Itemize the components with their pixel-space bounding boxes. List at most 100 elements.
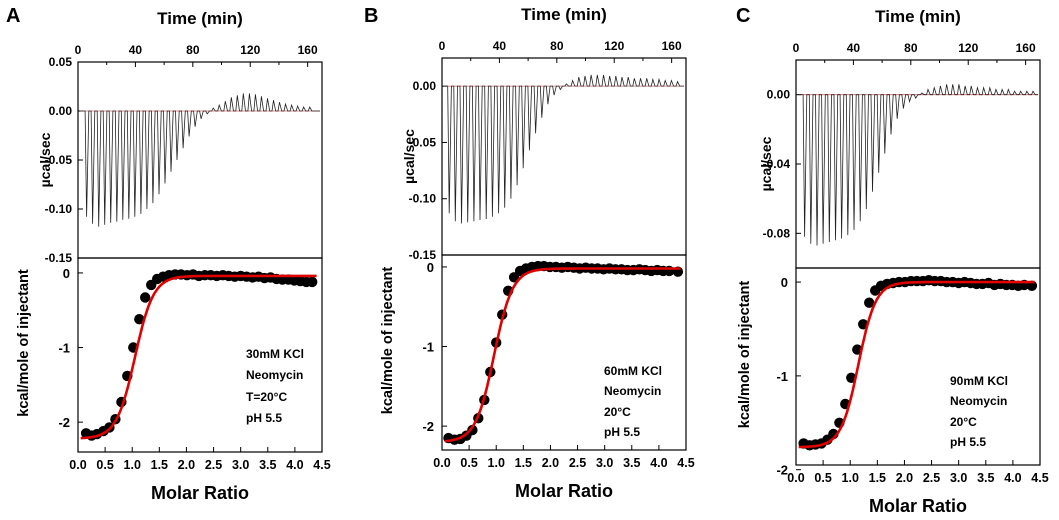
fit-curve (798, 280, 1035, 449)
molar-ratio-tick-label: 2.5 (205, 458, 222, 472)
molar-ratio-tick-label: 0.5 (96, 458, 113, 472)
heat-tick-label: -2 (776, 463, 788, 478)
time-tick-label: 120 (604, 39, 624, 53)
condition-annotation: T=20°C (246, 390, 287, 404)
bottom-plot-frame (795, 267, 1041, 466)
time-tick-label: 40 (129, 43, 143, 57)
time-tick-label: 120 (958, 41, 978, 55)
time-tick-label: 120 (240, 43, 260, 57)
molar-ratio-tick-label: 1.0 (488, 456, 505, 470)
power-tick-label: -0.15 (409, 248, 437, 262)
heat-tick-label: -1 (422, 340, 434, 355)
data-point (134, 314, 145, 325)
power-tick-label: -0.10 (45, 202, 73, 216)
molar-ratio-tick-label: 0.0 (787, 471, 804, 485)
molar-ratio-tick-label: 4.5 (313, 458, 330, 472)
molar-ratio-tick-label: 3.5 (623, 456, 640, 470)
power-axis-label: µcal/sec (758, 136, 774, 191)
time-tick-label: 40 (847, 41, 861, 55)
molar-ratio-tick-label: 3.5 (977, 471, 994, 485)
condition-annotation: 60mM KCl (604, 364, 662, 378)
heat-tick-label: -1 (776, 369, 788, 384)
molar-ratio-tick-label: 1.5 (869, 471, 886, 485)
panel-b: B Time (min)0 40 80 120 1600.00-0.05-0.10-0.1… (364, 5, 695, 501)
molar-ratio-tick-label: 3.0 (596, 456, 613, 470)
power-tick-label: 0.05 (49, 55, 73, 69)
time-axis-title: Time (min) (157, 9, 243, 28)
power-axis-label: µcal/sec (401, 129, 417, 184)
power-tick-label: 0.00 (49, 104, 73, 118)
molar-ratio-tick-label: 4.0 (286, 458, 303, 472)
heat-axis-label: kcal/mole of injectant (16, 269, 32, 417)
molar-ratio-tick-label: 1.5 (515, 456, 532, 470)
time-tick-label: 40 (493, 39, 507, 53)
molar-ratio-tick-label: 0.5 (814, 471, 831, 485)
bottom-plot-frame (441, 254, 687, 451)
time-tick-label: 160 (298, 43, 318, 57)
molar-ratio-tick-label: 1.0 (842, 471, 859, 485)
molar-ratio-tick-label: 4.0 (1004, 471, 1021, 485)
molar-ratio-axis-label: Molar Ratio (151, 483, 249, 503)
molar-ratio-tick-label: 1.5 (151, 458, 168, 472)
panel-label: B (364, 5, 378, 27)
power-axis-label: µcal/sec (37, 132, 53, 187)
heat-tick-label: -1 (58, 341, 70, 356)
top-plot-frame (795, 59, 1041, 269)
power-tick-label: -0.08 (763, 226, 791, 240)
molar-ratio-tick-label: 0.5 (460, 456, 477, 470)
condition-annotation: pH 5.5 (604, 425, 640, 439)
fit-curve (80, 274, 317, 440)
time-tick-label: 160 (1016, 41, 1036, 55)
time-axis-title: Time (min) (521, 5, 607, 24)
bottom-plot-frame (77, 257, 323, 453)
condition-annotation: pH 5.5 (950, 435, 986, 449)
power-tick-label: -0.05 (45, 153, 73, 167)
molar-ratio-tick-label: 2.5 (569, 456, 586, 470)
heat-tick-label: -2 (58, 415, 70, 430)
panel-a: A Time (min)0 40 80 120 1600.050.00-0.05-0.10… (6, 5, 331, 503)
condition-annotation: 30mM KCl (246, 347, 304, 361)
fit-curve (444, 267, 681, 443)
raw-thermogram-trace (444, 74, 684, 224)
time-tick-label: 0 (793, 41, 800, 55)
time-tick-label: 80 (550, 39, 564, 53)
time-tick-label: 80 (904, 41, 918, 55)
heat-tick-label: -2 (422, 419, 434, 434)
condition-annotation: pH 5.5 (246, 411, 282, 425)
condition-annotation: Neomycin (950, 394, 1007, 408)
panel-c: C Time (min)0 40 80 120 1600.00-0.04-0.08µcal… (736, 5, 1049, 516)
time-tick-label: 0 (439, 39, 446, 53)
heat-axis-label: kcal/mole of injectant (380, 267, 396, 415)
condition-annotation: Neomycin (246, 368, 303, 382)
power-tick-label: 0.00 (767, 88, 791, 102)
data-point (864, 297, 875, 308)
time-tick-label: 0 (75, 43, 82, 57)
molar-ratio-tick-label: 0.0 (69, 458, 86, 472)
molar-ratio-tick-label: 1.0 (124, 458, 141, 472)
top-plot-frame (77, 61, 323, 259)
molar-ratio-tick-label: 3.0 (232, 458, 249, 472)
heat-tick-label: 0 (427, 260, 434, 275)
condition-annotation: Neomycin (604, 384, 661, 398)
condition-annotation: 20°C (950, 415, 977, 429)
molar-ratio-tick-label: 3.0 (950, 471, 967, 485)
data-point (307, 276, 318, 288)
data-point (467, 424, 478, 436)
power-tick-label: 0.00 (413, 79, 437, 93)
condition-annotation: 90mM KCl (950, 374, 1008, 388)
molar-ratio-tick-label: 4.0 (650, 456, 667, 470)
molar-ratio-axis-label: Molar Ratio (515, 481, 613, 501)
integrated-heat-points (798, 275, 1038, 451)
molar-ratio-tick-label: 2.0 (542, 456, 559, 470)
molar-ratio-tick-label: 4.5 (677, 456, 694, 470)
heat-tick-label: 0 (781, 275, 788, 290)
molar-ratio-tick-label: 2.0 (896, 471, 913, 485)
raw-thermogram-trace (80, 93, 320, 227)
condition-annotation: 20°C (604, 405, 631, 419)
molar-ratio-tick-label: 3.5 (259, 458, 276, 472)
molar-ratio-tick-label: 2.5 (923, 471, 940, 485)
integrated-heat-points (443, 260, 684, 445)
power-tick-label: -0.05 (409, 135, 437, 149)
panel-label: A (6, 5, 20, 27)
molar-ratio-tick-label: 2.0 (178, 458, 195, 472)
